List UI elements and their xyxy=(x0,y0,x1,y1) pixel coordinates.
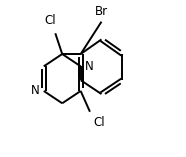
Text: Cl: Cl xyxy=(45,14,57,27)
Text: Br: Br xyxy=(95,5,108,18)
Text: N: N xyxy=(31,84,40,97)
Text: Cl: Cl xyxy=(94,116,105,129)
Text: N: N xyxy=(84,60,93,73)
